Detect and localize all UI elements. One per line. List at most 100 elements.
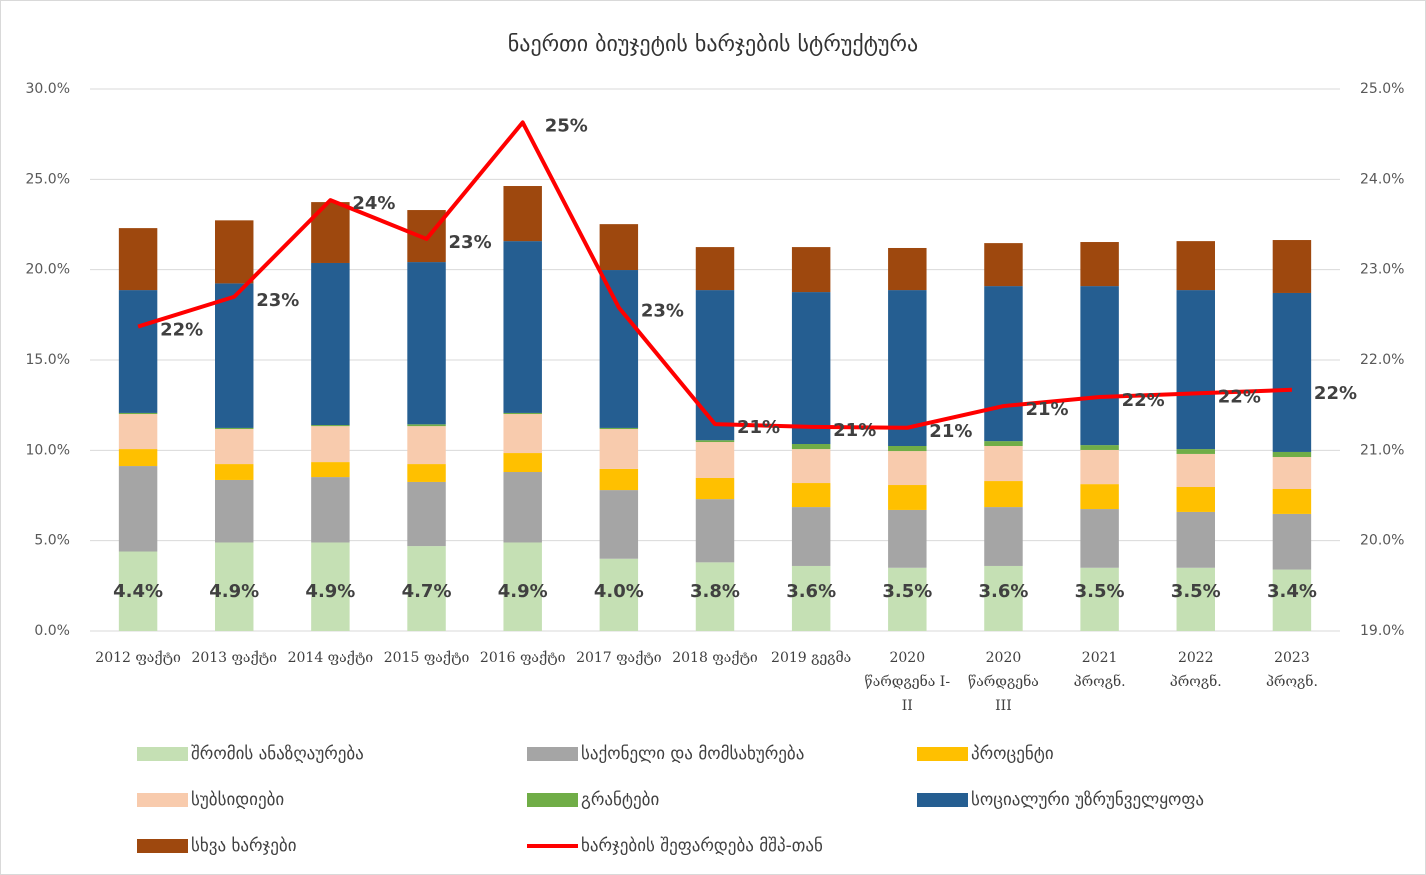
legend-label: პროცენტი xyxy=(971,744,1054,764)
legend-swatch xyxy=(137,747,188,761)
bar-segment xyxy=(118,551,158,631)
y-tick-label: 30.0% xyxy=(26,81,70,97)
bar-segment xyxy=(311,477,350,543)
bar-segment xyxy=(118,466,158,552)
bar-segment xyxy=(503,186,542,242)
bar-segment xyxy=(984,481,1023,508)
y-tick-label: 20.0% xyxy=(26,262,70,278)
y2-tick-label: 23.0% xyxy=(1360,262,1404,278)
data-label: 3.8% xyxy=(690,581,740,602)
bar-segment xyxy=(1080,242,1119,287)
legend-label: გრანტები xyxy=(581,790,659,810)
data-label: 4.4% xyxy=(113,581,163,602)
legend-label: ხარჯების შეფარდება მშპ-თან xyxy=(581,836,823,856)
bar-segment xyxy=(118,228,158,291)
y-tick-label: 10.0% xyxy=(26,442,70,458)
bar-segment xyxy=(503,542,542,631)
data-label: 4.0% xyxy=(594,581,644,602)
bar-segment xyxy=(503,241,542,413)
bar-segment xyxy=(118,412,158,415)
bar-segment xyxy=(1272,569,1312,631)
bar-segment xyxy=(407,426,446,465)
legend-swatch xyxy=(527,747,578,761)
bar-segment xyxy=(599,468,639,491)
bar-segment xyxy=(215,283,254,428)
bar-segment xyxy=(407,481,446,547)
bar-segment xyxy=(791,444,831,450)
legend-label: სოციალური უზრუნველყოფა xyxy=(971,790,1204,810)
bar-segment xyxy=(407,262,446,425)
line-label: 21% xyxy=(929,421,972,442)
bar-segment xyxy=(599,490,639,559)
bar-segment xyxy=(695,247,735,291)
line-label: 21% xyxy=(737,417,780,438)
bar-segment xyxy=(695,442,735,478)
bar-segment xyxy=(215,427,254,430)
bar-segment xyxy=(791,565,831,631)
bar-segment xyxy=(215,220,254,284)
bar-segment xyxy=(984,243,1023,287)
bar-segment xyxy=(984,445,1023,482)
bar-segment xyxy=(311,262,350,426)
x-tick-label: 2021 პროგნ. xyxy=(1073,650,1126,690)
bar-segment xyxy=(1176,449,1215,454)
x-tick-label: 2012 ფაქტი xyxy=(95,650,181,666)
x-tick-label: 2017 ფაქტი xyxy=(576,650,662,666)
line-label: 23% xyxy=(641,301,684,322)
y-tick-label: 25.0% xyxy=(26,171,70,187)
bar-segment xyxy=(984,507,1023,566)
line-label: 22% xyxy=(160,320,203,341)
bar-segment xyxy=(1272,292,1312,452)
line-label: 22% xyxy=(1122,390,1165,411)
bar-segment xyxy=(888,485,927,510)
bar-segment xyxy=(1272,240,1312,293)
line-label: 21% xyxy=(833,420,876,441)
bar-segment xyxy=(695,499,735,563)
bar-segment xyxy=(984,565,1023,631)
bar-segment xyxy=(215,542,254,631)
bar-segment xyxy=(503,472,542,543)
data-label: 4.9% xyxy=(209,581,259,602)
bar-segment xyxy=(888,290,927,446)
bar-segment xyxy=(888,445,927,452)
bar-segment xyxy=(888,567,927,631)
bar-segment xyxy=(407,464,446,482)
x-tick-label: 2023 პროგნ. xyxy=(1265,650,1318,690)
data-label: 4.9% xyxy=(498,581,548,602)
legend-swatch xyxy=(917,793,968,807)
data-label: 3.5% xyxy=(1075,581,1125,602)
x-tick-label: 2019 გეგმა xyxy=(771,650,852,666)
bar-segment xyxy=(311,462,350,478)
legend-label: შრომის ანაზღაურება xyxy=(191,744,364,764)
legend-swatch xyxy=(137,839,188,853)
data-label: 3.6% xyxy=(786,581,836,602)
bar-segment xyxy=(888,247,927,291)
data-label: 3.5% xyxy=(1171,581,1221,602)
bar-segment xyxy=(1080,445,1119,450)
y-tick-label: 0.0% xyxy=(34,623,70,639)
bar-segment xyxy=(695,562,735,631)
bar-segment xyxy=(984,286,1023,442)
legend-label: სხვა ხარჯები xyxy=(191,836,297,856)
data-label: 4.9% xyxy=(305,581,355,602)
bar-segment xyxy=(311,426,350,463)
bar-segment xyxy=(695,440,735,443)
bar-segment xyxy=(1176,290,1215,450)
bar-segment xyxy=(503,412,542,415)
bar-segment xyxy=(791,507,831,566)
y2-tick-label: 21.0% xyxy=(1360,442,1404,458)
y2-tick-label: 22.0% xyxy=(1360,352,1404,368)
bar-segment xyxy=(1272,457,1312,489)
x-tick-label: 2020 წარდგენა III xyxy=(968,650,1039,714)
bar-segment xyxy=(1080,449,1119,485)
line-label: 22% xyxy=(1218,386,1261,407)
x-tick-label: 2022 პროგნ. xyxy=(1169,650,1222,690)
bar-segment xyxy=(599,558,639,631)
y2-tick-label: 20.0% xyxy=(1360,533,1404,549)
bar-segment xyxy=(118,449,158,467)
line-label: 24% xyxy=(352,193,395,214)
bar-segment xyxy=(215,479,254,543)
bar-segment xyxy=(1272,451,1312,458)
line-label: 21% xyxy=(1025,399,1068,420)
